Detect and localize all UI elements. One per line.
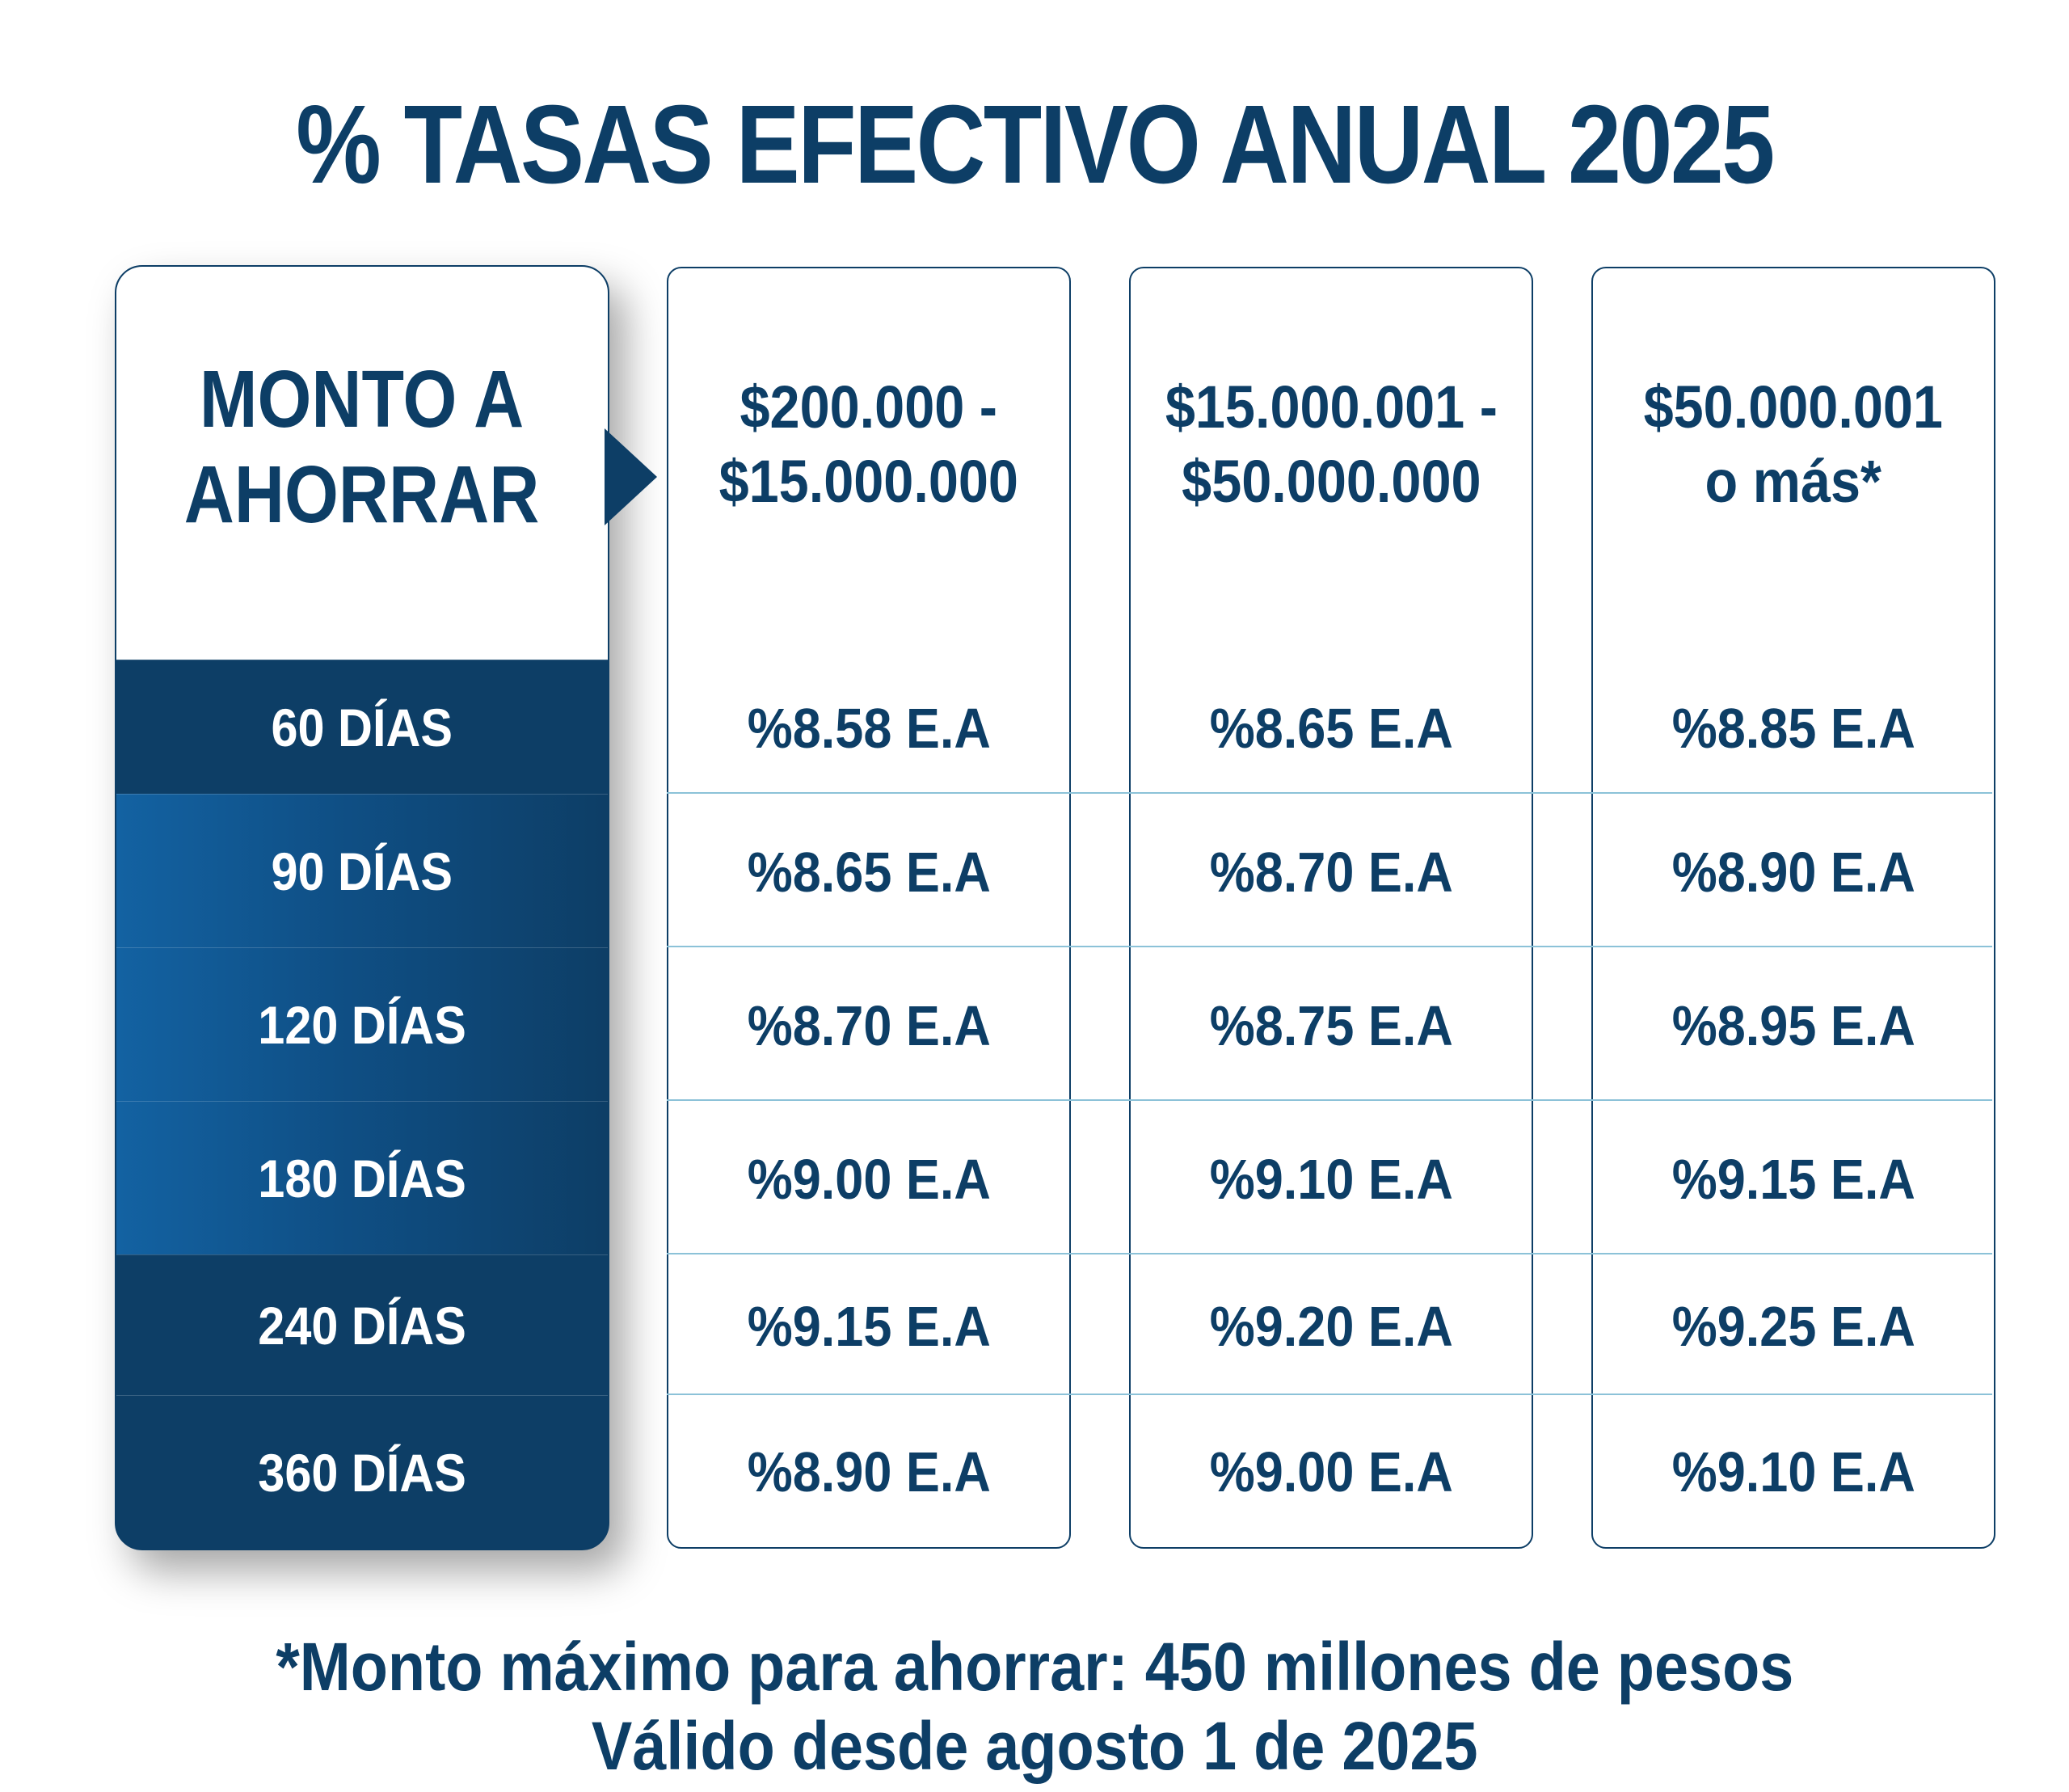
term-row: 360 DÍAS	[116, 1395, 608, 1549]
term-label: 60 DÍAS	[271, 698, 453, 757]
rate-cell: %9.00 E.A	[747, 1148, 991, 1211]
rate-cell: %8.65 E.A	[747, 841, 991, 904]
term-row: 180 DÍAS	[116, 1101, 608, 1255]
column-header-label: $200.000 - $15.000.000	[718, 373, 1019, 515]
rate-cell: %8.75 E.A	[1209, 994, 1453, 1057]
term-panel: MONTO A AHORRAR 60 DÍAS 90 DÍAS 120 DÍAS…	[115, 265, 609, 1550]
column-header-label: $15.000.001 - $50.000.000	[1165, 373, 1498, 515]
column-header-label: $50.000.001 o más*	[1643, 373, 1944, 515]
rate-cell: %9.15 E.A	[1671, 1148, 1915, 1211]
row-divider	[667, 1394, 1992, 1395]
column-header: $15.000.001 - $50.000.000	[1131, 268, 1532, 661]
term-label: 120 DÍAS	[258, 995, 466, 1055]
term-row: 90 DÍAS	[116, 794, 608, 948]
amount-column-3: $50.000.001 o más* %8.85 E.A %8.90 E.A %…	[1591, 267, 1995, 1549]
amount-column-2: $15.000.001 - $50.000.000 %8.65 E.A %8.7…	[1129, 267, 1533, 1549]
term-panel-title: MONTO A AHORRAR	[184, 354, 540, 540]
rate-cell: %9.25 E.A	[1671, 1295, 1915, 1358]
page-title: % TASAS EFECTIVO ANUAL 2025	[296, 82, 1775, 207]
term-label: 240 DÍAS	[258, 1296, 466, 1356]
row-divider	[667, 1099, 1992, 1101]
term-panel-header: MONTO A AHORRAR	[116, 267, 608, 660]
rate-cell: %9.10 E.A	[1209, 1148, 1453, 1211]
column-header: $200.000 - $15.000.000	[668, 268, 1069, 661]
footnote-max-amount: *Monto máximo para ahorrar: 450 millones…	[276, 1629, 1793, 1705]
rate-cell: %8.65 E.A	[1209, 697, 1453, 760]
rate-cell: %8.70 E.A	[747, 994, 991, 1057]
row-divider	[667, 792, 1992, 794]
term-row: 240 DÍAS	[116, 1254, 608, 1396]
footnote-valid-date: Válido desde agosto 1 de 2025	[591, 1708, 1478, 1784]
rate-cell: %8.90 E.A	[747, 1440, 991, 1503]
rate-cell: %8.95 E.A	[1671, 994, 1915, 1057]
arrow-right-icon	[605, 428, 657, 525]
row-divider	[667, 946, 1992, 947]
rate-cell: %9.00 E.A	[1209, 1440, 1453, 1503]
rate-cell: %8.90 E.A	[1671, 841, 1915, 904]
term-row: 120 DÍAS	[116, 947, 608, 1102]
rate-cell: %8.70 E.A	[1209, 841, 1453, 904]
term-label: 180 DÍAS	[258, 1149, 466, 1208]
column-header: $50.000.001 o más*	[1593, 268, 1994, 661]
rate-cell: %9.10 E.A	[1671, 1440, 1915, 1503]
row-divider	[667, 1253, 1992, 1254]
term-label: 90 DÍAS	[271, 841, 453, 901]
rate-cell: %9.20 E.A	[1209, 1295, 1453, 1358]
rate-cell: %8.58 E.A	[747, 697, 991, 760]
term-row: 60 DÍAS	[116, 660, 608, 795]
amount-column-1: $200.000 - $15.000.000 %8.58 E.A %8.65 E…	[667, 267, 1071, 1549]
rate-cell: %9.15 E.A	[747, 1295, 991, 1358]
term-label: 360 DÍAS	[258, 1443, 466, 1503]
rate-cell: %8.85 E.A	[1671, 697, 1915, 760]
